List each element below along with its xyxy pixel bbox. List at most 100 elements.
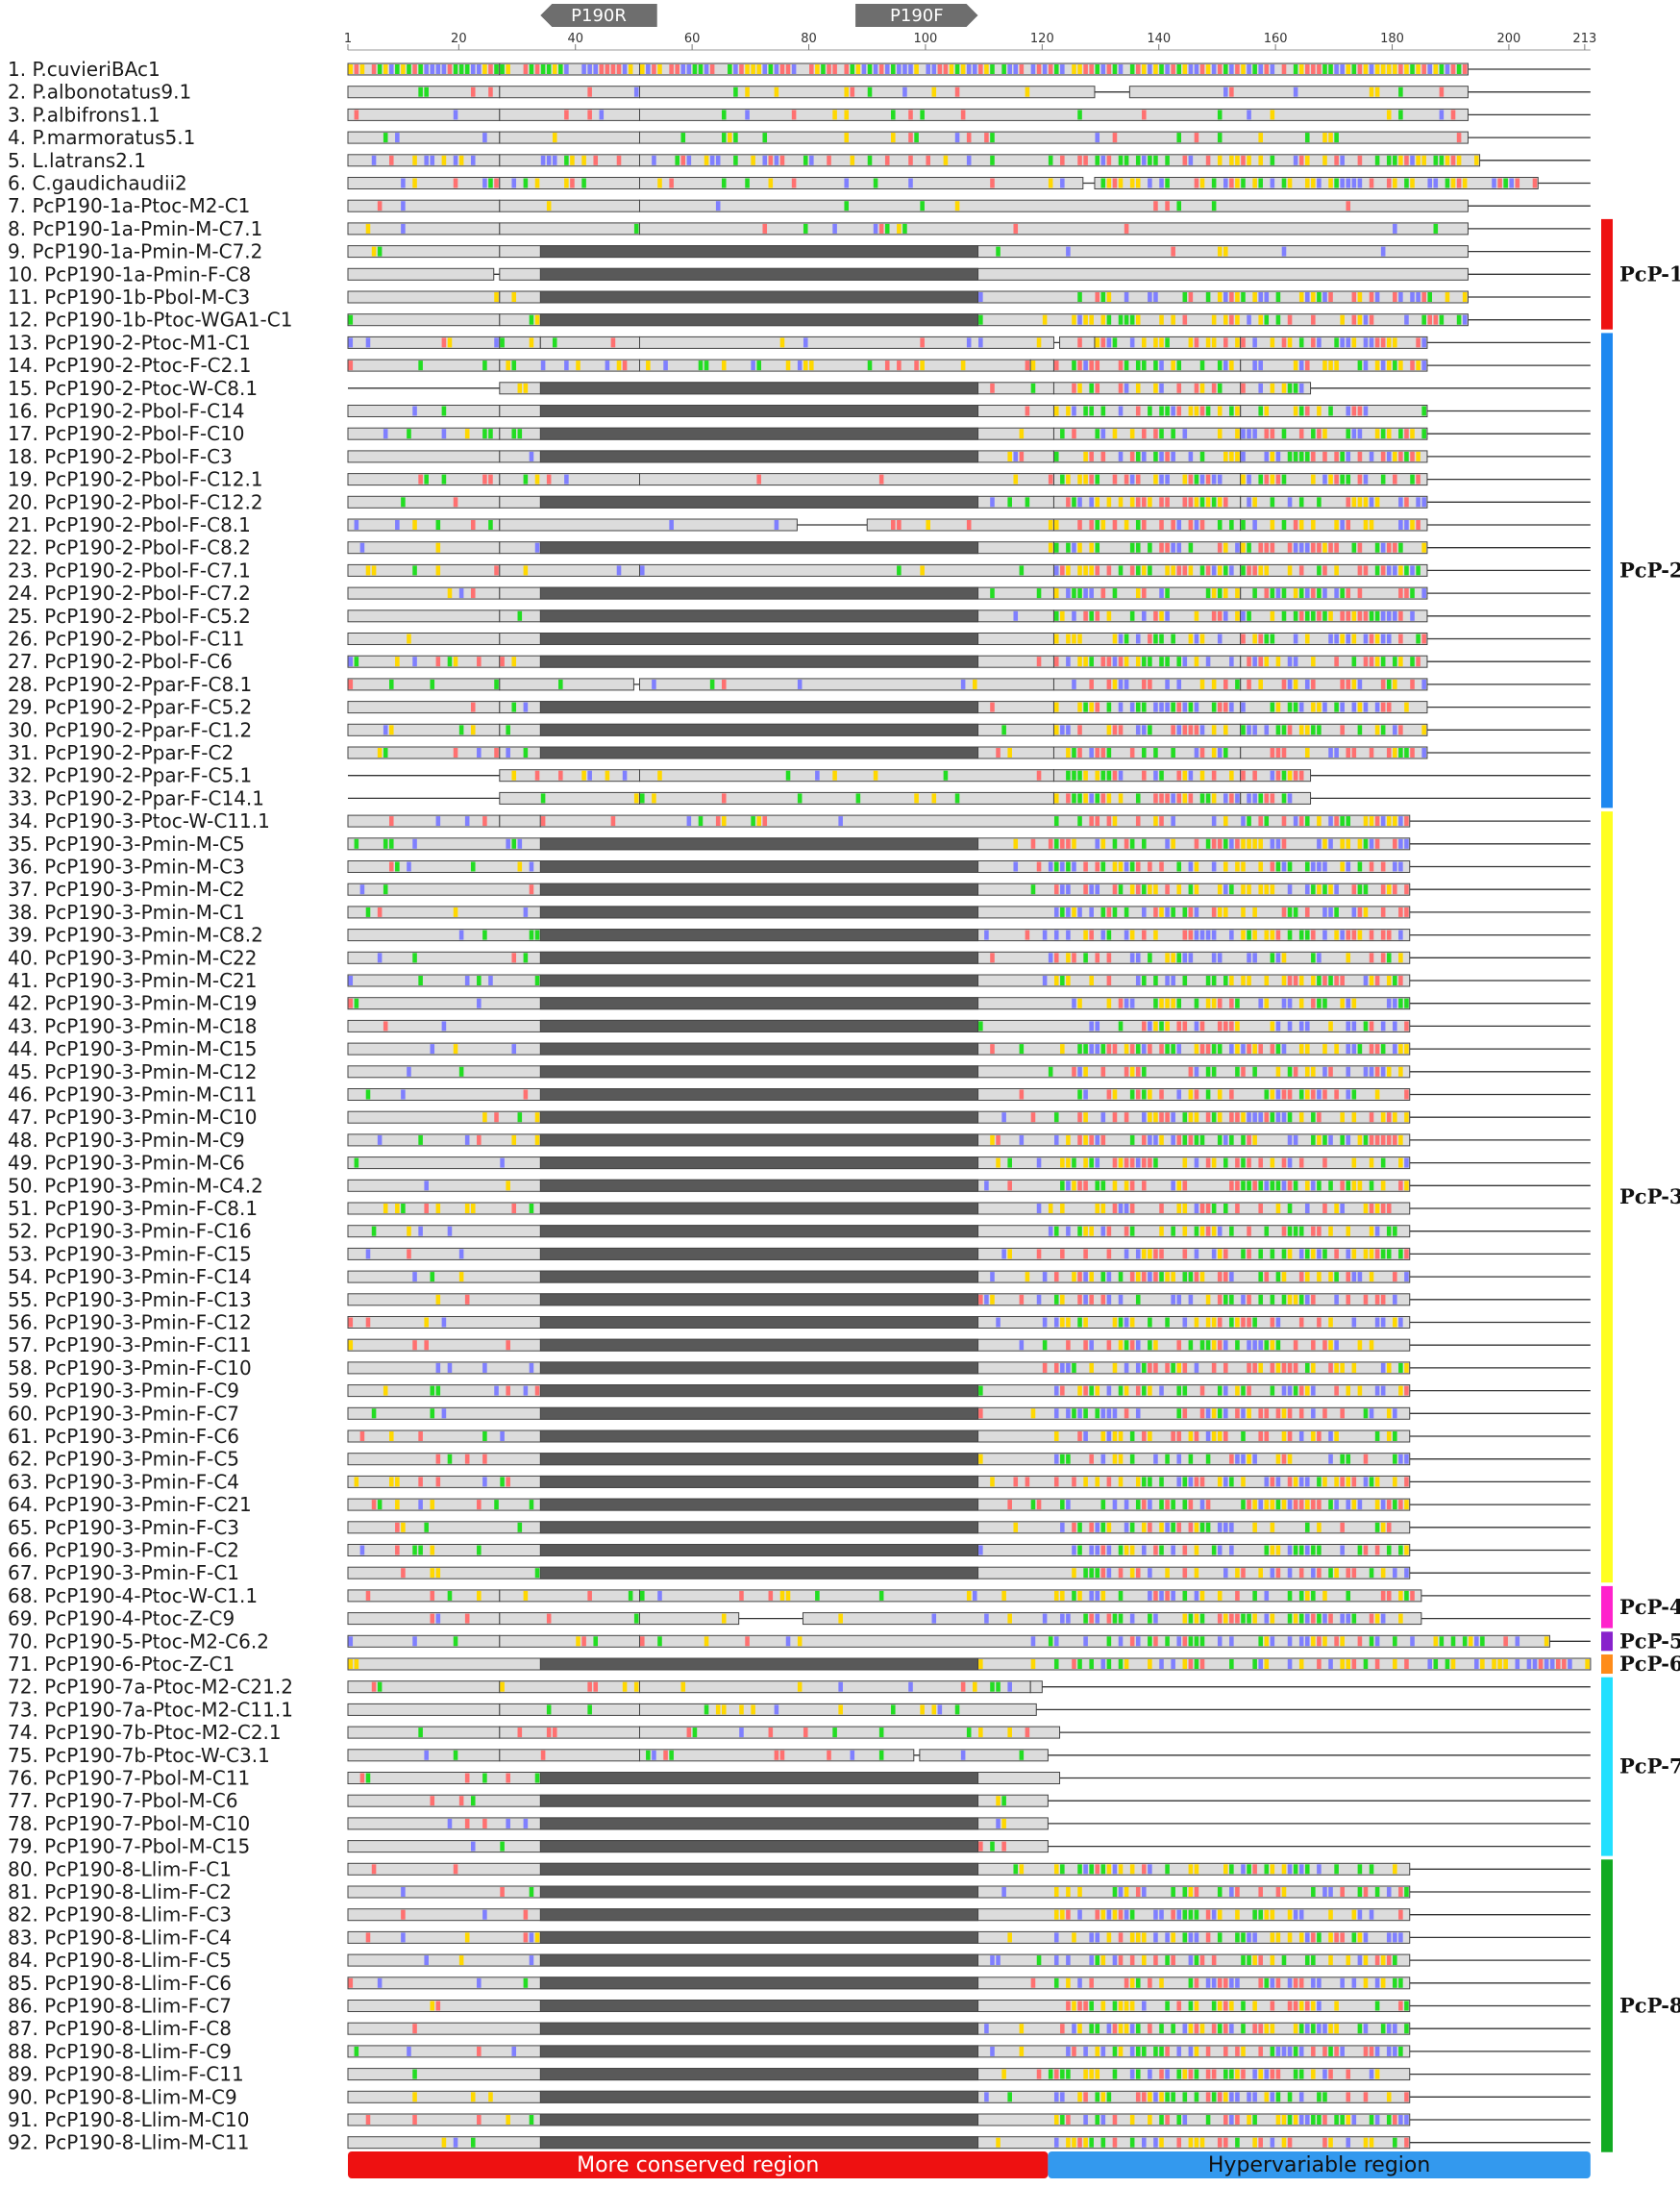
variant-mark: [1129, 1613, 1135, 1624]
variant-mark: [1060, 725, 1065, 735]
variant-mark: [1188, 907, 1194, 917]
variant-mark: [1077, 998, 1082, 1008]
variant-mark: [1153, 1909, 1158, 1920]
variant-mark: [1328, 406, 1333, 416]
sequence-label: 73. PcP190-7a-Ptoc-M2-C11.1: [8, 1698, 293, 1721]
variant-mark: [1386, 976, 1392, 985]
sequence-row: 85. PcP190-8-Llim-F-C6: [8, 1972, 1591, 1995]
variant-mark: [1165, 1362, 1170, 1373]
variant-mark: [1205, 838, 1211, 849]
variant-mark: [534, 1112, 540, 1123]
sequence-label: 49. PcP190-3-Pmin-M-C6: [8, 1152, 245, 1175]
variant-mark: [1083, 1066, 1088, 1077]
variant-mark: [1298, 2115, 1304, 2125]
variant-mark: [464, 64, 470, 74]
deletion-block: [539, 1772, 979, 1784]
variant-mark: [430, 1545, 435, 1555]
variant-mark: [1380, 1362, 1386, 1373]
variant-mark: [1053, 793, 1059, 804]
variant-mark: [1182, 976, 1188, 985]
variant-mark: [1199, 406, 1205, 416]
variant-mark: [1142, 1249, 1147, 1259]
variant-mark: [453, 657, 458, 667]
variant-mark: [1159, 1659, 1164, 1669]
variant-mark: [1223, 1362, 1228, 1373]
variant-mark: [884, 155, 890, 165]
variant-mark: [1077, 64, 1082, 74]
variant-mark: [1363, 1454, 1369, 1464]
variant-mark: [1223, 1272, 1228, 1282]
variant-mark: [1083, 1477, 1088, 1487]
variant-mark: [348, 976, 354, 985]
variant-mark: [1182, 657, 1188, 667]
variant-mark: [1205, 497, 1211, 508]
variant-mark: [1066, 634, 1071, 644]
variant-mark: [523, 1932, 529, 1943]
variant-mark: [1019, 1340, 1025, 1351]
variant-mark: [1456, 314, 1462, 325]
variant-mark: [1217, 907, 1223, 917]
variant-mark: [1357, 542, 1363, 553]
sequence-block: [347, 199, 501, 212]
sequence-block: [347, 427, 501, 440]
variant-mark: [1393, 748, 1397, 758]
variant-mark: [435, 1362, 441, 1373]
variant-mark: [1159, 520, 1164, 530]
variant-mark: [1304, 361, 1310, 371]
variant-mark: [996, 1681, 1001, 1692]
sequence-label: 11. PcP190-1b-Pbol-M-C3: [8, 286, 250, 309]
variant-mark: [1129, 1955, 1135, 1966]
variant-mark: [1083, 1294, 1088, 1305]
variant-mark: [1311, 930, 1316, 940]
sequence-label: 24. PcP190-2-Pbol-F-C7.2: [8, 582, 251, 605]
variant-mark: [1287, 178, 1293, 188]
variant-mark: [371, 1681, 377, 1692]
variant-mark: [1369, 748, 1374, 758]
variant-mark: [704, 64, 709, 74]
variant-mark: [1205, 1157, 1211, 1168]
variant-mark: [1205, 1522, 1211, 1532]
variant-mark: [704, 1636, 709, 1647]
variant-mark: [1223, 838, 1228, 849]
variant-mark: [1095, 1568, 1100, 1579]
variant-mark: [1223, 292, 1228, 302]
variant-mark: [1095, 1545, 1100, 1555]
variant-mark: [371, 1864, 377, 1875]
variant-mark: [1328, 1932, 1333, 1943]
variant-mark: [1357, 702, 1363, 712]
variant-mark: [1252, 1590, 1257, 1601]
variant-mark: [1135, 702, 1141, 712]
variant-mark: [500, 1431, 505, 1441]
variant-mark: [517, 838, 523, 849]
sequence-block: [347, 586, 501, 600]
variant-mark: [1199, 1613, 1205, 1624]
variant-mark: [1298, 383, 1304, 393]
variant-mark: [1053, 1977, 1059, 1988]
variant-mark: [1264, 565, 1270, 576]
variant-mark: [960, 361, 966, 371]
variant-mark: [1083, 314, 1088, 325]
sequence-block: [347, 723, 501, 736]
variant-mark: [1287, 657, 1293, 667]
variant-mark: [1275, 838, 1281, 849]
variant-mark: [1229, 930, 1234, 940]
variant-mark: [1066, 1613, 1071, 1624]
variant-mark: [850, 64, 855, 74]
variant-mark: [1095, 1204, 1100, 1213]
variant-mark: [972, 679, 977, 689]
variant-mark: [1217, 383, 1223, 393]
variant-mark: [1404, 520, 1409, 530]
variant-mark: [1393, 1272, 1397, 1282]
variant-mark: [1118, 361, 1124, 371]
variant-mark: [1112, 657, 1118, 667]
variant-mark: [529, 884, 534, 895]
variant-mark: [1176, 133, 1182, 143]
variant-mark: [1363, 1204, 1369, 1213]
variant-mark: [1135, 1477, 1141, 1487]
variant-mark: [1334, 1272, 1339, 1282]
variant-mark: [412, 1272, 417, 1282]
variant-mark: [1159, 1044, 1164, 1055]
variant-mark: [1247, 793, 1251, 804]
variant-mark: [447, 657, 453, 667]
sequence-block: [639, 769, 1054, 783]
